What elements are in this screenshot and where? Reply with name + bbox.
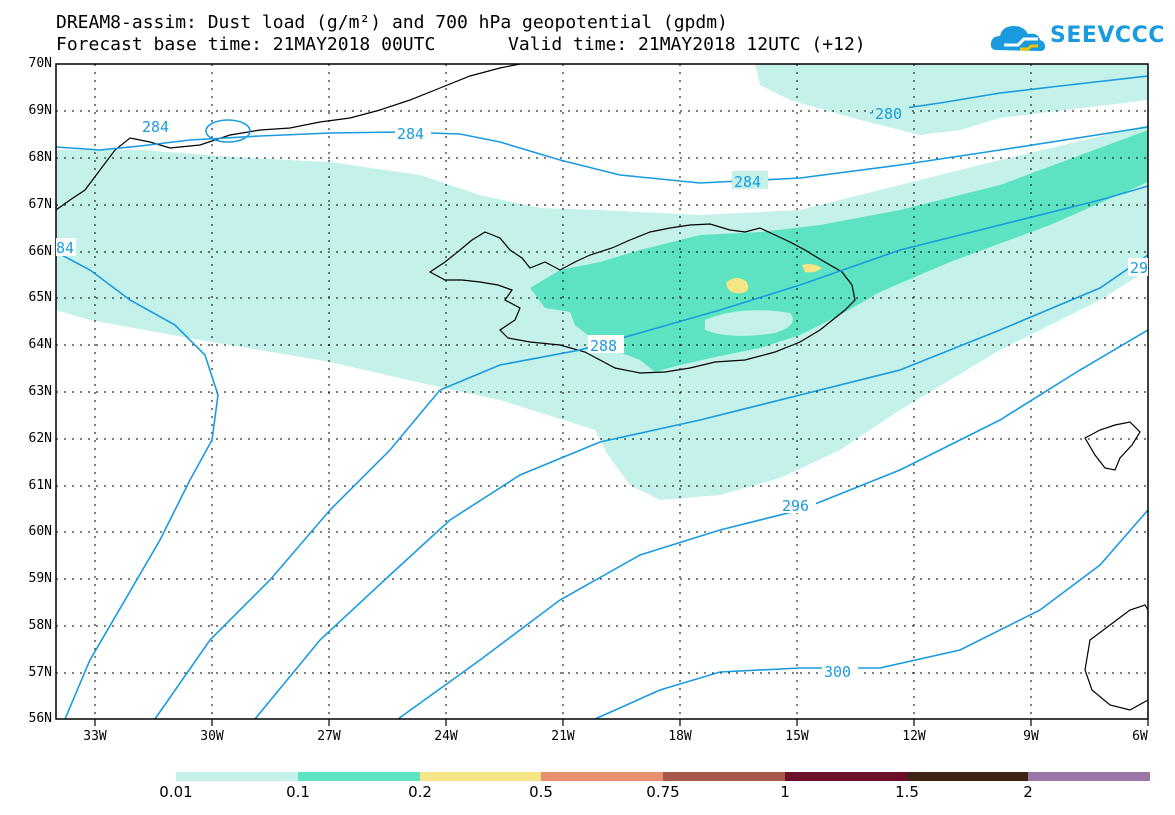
dust-shade-low-north	[755, 64, 1148, 135]
lat-label: 59N	[28, 571, 52, 586]
lon-label: 30W	[200, 729, 224, 744]
lon-label: 24W	[434, 729, 458, 744]
lat-label: 69N	[28, 103, 52, 118]
lat-label: 60N	[28, 524, 52, 539]
contour-label: 84	[56, 239, 74, 257]
colorbar-swatch	[541, 772, 663, 781]
colorbar-swatch	[1028, 772, 1150, 781]
lon-label: 18W	[668, 729, 692, 744]
lat-label: 63N	[28, 384, 52, 399]
lat-label: 58N	[28, 618, 52, 633]
valid-time: Valid time: 21MAY2018 12UTC (+12)	[508, 34, 866, 55]
contour-label: 300	[824, 663, 851, 681]
lon-label: 27W	[317, 729, 341, 744]
dust-shade-mid	[530, 130, 1148, 372]
colorbar-label: 0.75	[646, 783, 680, 801]
colorbar-swatch	[298, 772, 420, 781]
logo-text: SEEVCCC	[1050, 23, 1165, 48]
colorbar-label: 2	[1023, 783, 1033, 801]
lat-label: 61N	[28, 478, 52, 493]
dust-shade-high	[726, 277, 749, 294]
lon-label: 12W	[902, 729, 926, 744]
contour-label: 296	[782, 497, 809, 515]
colorbar-label: 0.5	[529, 783, 553, 801]
seevccc-logo: SEEVCCC	[990, 18, 1164, 58]
colorbar-swatch	[907, 772, 1028, 781]
contour-label: 284	[397, 125, 424, 143]
colorbar-swatch	[420, 772, 541, 781]
colorbar-label: 1.5	[895, 783, 919, 801]
coastline	[56, 64, 1148, 711]
colorbar-label: 1	[780, 783, 790, 801]
lat-label: 70N	[28, 56, 52, 71]
geopotential-contours	[56, 75, 1148, 719]
forecast-base-time: Forecast base time: 21MAY2018 00UTC	[56, 34, 436, 55]
lat-label: 56N	[28, 711, 52, 726]
contour-label: 288	[590, 337, 617, 355]
map-title: DREAM8-assim: Dust load (g/m²) and 700 h…	[56, 12, 728, 33]
lat-label: 66N	[28, 244, 52, 259]
contour-label-group: 284 284 284 280 288 296 300 84 29	[56, 104, 1148, 681]
colorbar-swatch	[176, 772, 298, 781]
lon-label: 21W	[551, 729, 575, 744]
lat-label: 57N	[28, 665, 52, 680]
cloud-icon	[990, 26, 1046, 51]
colorbar	[176, 772, 1150, 781]
lon-label: 15W	[785, 729, 809, 744]
lat-label: 64N	[28, 337, 52, 352]
contour-label: 280	[875, 105, 902, 123]
lat-label: 68N	[28, 150, 52, 165]
colorbar-label: 0.1	[286, 783, 310, 801]
lon-label: 9W	[1023, 729, 1039, 744]
lon-label: 33W	[83, 729, 107, 744]
iceland-coast	[428, 223, 856, 374]
colorbar-swatch	[785, 772, 907, 781]
lat-label: 67N	[28, 197, 52, 212]
axis-ticks	[94, 719, 1149, 726]
lon-label: 6W	[1132, 729, 1148, 744]
lat-label: 65N	[28, 290, 52, 305]
lat-label: 62N	[28, 431, 52, 446]
colorbar-label: 0.01	[159, 783, 193, 801]
map-frame	[55, 63, 1149, 720]
contour-label: 29	[1130, 259, 1148, 277]
colorbar-swatch	[663, 772, 785, 781]
colorbar-label: 0.2	[408, 783, 432, 801]
contour-label: 284	[734, 173, 761, 191]
contour-label: 284	[142, 118, 169, 136]
